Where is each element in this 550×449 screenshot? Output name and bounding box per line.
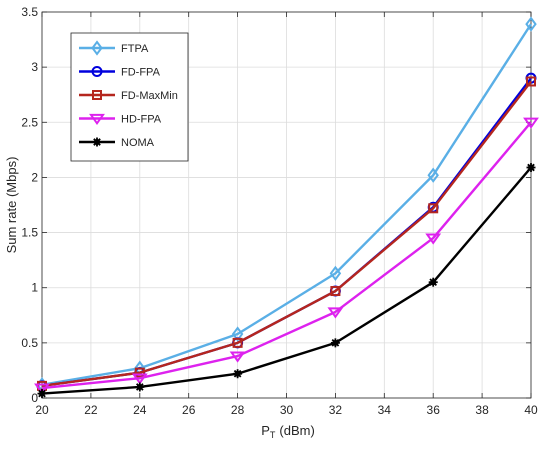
y-tick-label: 1 [31, 281, 38, 295]
legend-label: HD-FPA [121, 114, 162, 126]
data-point-marker-ray [38, 389, 46, 398]
data-point-marker [329, 265, 342, 282]
x-tick-label: 38 [475, 403, 489, 417]
legend-marker [92, 90, 102, 100]
data-point-marker [330, 286, 341, 297]
x-tick-label: 40 [524, 403, 538, 417]
data-point-marker [428, 203, 439, 214]
axis-ticks: 20 22 24 26 28 30 32 34 36 38 40 0 0.5 1 1.5 2 2.5 3 3.5 [21, 5, 538, 417]
y-axis-title: Sum rate (Mbps) [4, 157, 19, 254]
y-tick-label: 0 [31, 391, 38, 405]
legend-label: NOMA [121, 137, 155, 149]
x-tick-label: 24 [133, 403, 147, 417]
legend: FTPA FD-FPA FD-MaxMin HD-FPA NOMA [70, 32, 189, 162]
data-point-marker [134, 367, 145, 378]
data-point-marker-ray [527, 163, 535, 172]
data-point-marker [525, 16, 537, 32]
series-hd-fpa [34, 117, 539, 395]
legend-entry: NOMA [79, 137, 155, 149]
y-tick-label: 3 [31, 60, 38, 74]
data-point-marker [232, 337, 243, 348]
x-tick-label: 22 [84, 403, 98, 417]
x-axis-title-main: P [261, 423, 270, 438]
legend-marker [91, 66, 103, 77]
legend-entry: FD-MaxMin [79, 90, 178, 102]
legend-marker-ray [93, 138, 101, 146]
series-layer [34, 16, 539, 399]
y-tick-label: 3.5 [21, 5, 38, 19]
legend-label: FD-MaxMin [121, 90, 178, 102]
y-tick-label: 2.5 [21, 115, 38, 129]
y-tick-label: 2 [31, 170, 38, 184]
x-tick-label: 26 [182, 403, 196, 417]
legend-marker [92, 137, 102, 147]
data-point-marker-ray [135, 383, 144, 391]
series-line [41, 121, 532, 390]
x-axis-title-unit: (dBm) [279, 423, 314, 438]
x-tick-label: 36 [427, 403, 441, 417]
data-point-marker [233, 369, 243, 379]
data-point-marker [131, 373, 148, 385]
x-axis-title: PT (dBm) [261, 423, 315, 440]
data-point-marker-ray [233, 369, 242, 378]
data-point-marker [231, 326, 244, 342]
series-line [41, 166, 532, 395]
data-point-marker [34, 383, 50, 395]
y-tick-label: 0.5 [21, 336, 38, 350]
data-point-marker-ray [331, 339, 340, 347]
legend-entry: FTPA [79, 40, 149, 56]
x-tick-label: 30 [280, 403, 294, 417]
data-point-marker [330, 338, 340, 348]
legend-box [70, 32, 189, 162]
legend-label: FD-FPA [121, 67, 161, 79]
legend-entry: FD-FPA [79, 66, 161, 79]
x-tick-label: 32 [329, 403, 343, 417]
x-tick-label: 20 [35, 403, 49, 417]
data-point-marker [523, 117, 539, 129]
data-point-marker [135, 382, 145, 392]
y-tick-label: 1.5 [21, 226, 38, 240]
legend-entry: HD-FPA [79, 114, 162, 126]
series-noma [37, 163, 536, 399]
data-point-marker [427, 167, 439, 183]
data-point-marker [526, 163, 536, 173]
series-line [41, 80, 532, 388]
data-point-marker [425, 233, 442, 245]
data-point-marker [37, 389, 47, 399]
legend-marker [91, 40, 103, 56]
data-point-marker [327, 307, 344, 319]
data-point-marker [526, 76, 536, 87]
series-line [41, 23, 533, 386]
data-point-marker [229, 351, 246, 363]
x-tick-label: 34 [378, 403, 392, 417]
series-fd-maxmin [37, 76, 536, 391]
data-point-marker-ray [429, 278, 438, 287]
legend-marker [89, 113, 105, 126]
legend-label: FTPA [121, 43, 149, 55]
data-point-marker [428, 277, 438, 287]
x-axis-title-subscript: T [270, 430, 276, 440]
x-tick-label: 28 [231, 403, 245, 417]
